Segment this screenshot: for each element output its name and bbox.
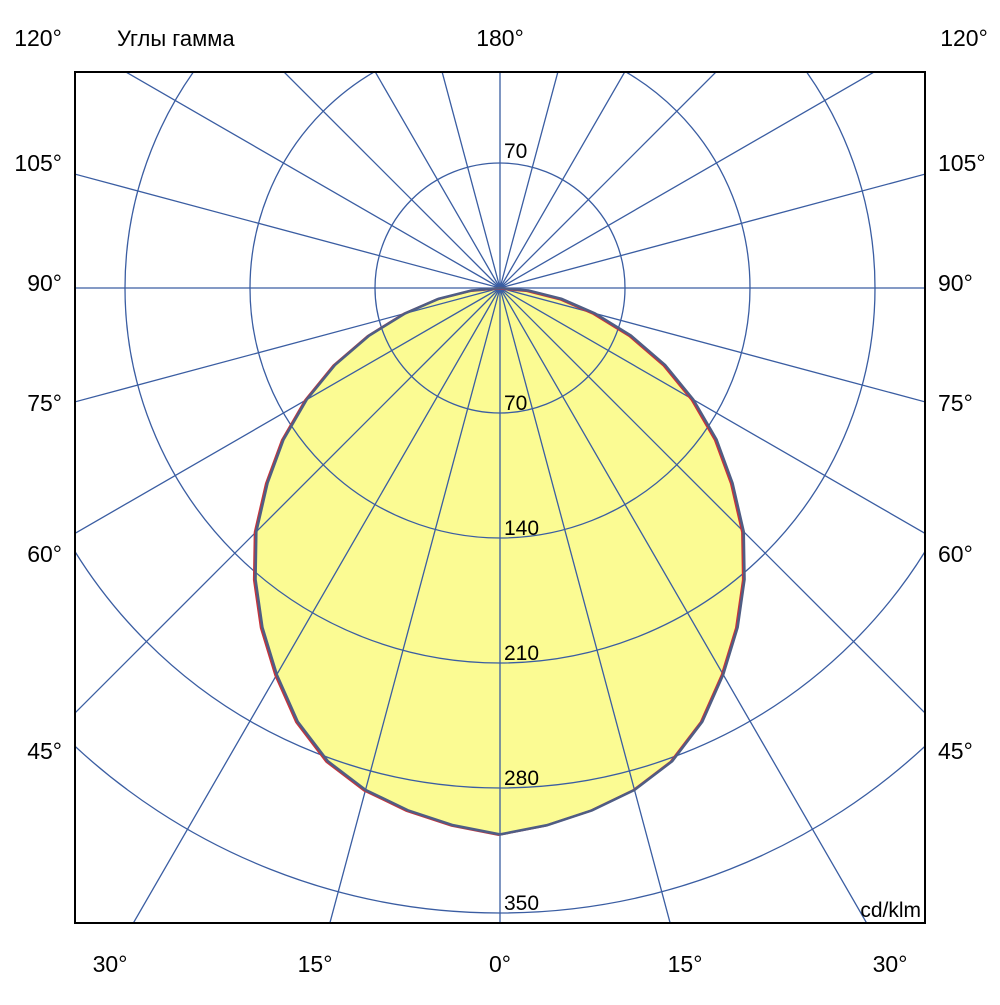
grid-ray-345 (329, 287, 501, 923)
grid-ray-255 (75, 173, 501, 289)
ring-label-350: 350 (504, 892, 539, 915)
angle-label-bottom-0: 0° (489, 951, 511, 977)
grid-ray-120 (499, 72, 876, 289)
ring-label-70-top: 70 (504, 140, 527, 163)
grid-ray-330 (132, 287, 501, 923)
intensity-curve-layer (252, 286, 746, 837)
ring-label-210: 210 (504, 642, 539, 665)
angle-label-left-105: 105° (14, 150, 62, 176)
angle-label-left-75: 75° (27, 390, 62, 416)
angle-label-right-45: 45° (938, 738, 973, 764)
grid-ray-15 (499, 287, 671, 923)
angle-label-left-60: 60° (27, 541, 62, 567)
angle-label-right-105: 105° (938, 150, 986, 176)
angle-label-right-90: 90° (938, 270, 973, 296)
angle-label-bottom-30l: 30° (93, 951, 128, 977)
angle-label-left-90: 90° (27, 270, 62, 296)
ring-label-140: 140 (504, 517, 539, 540)
grid-ray-45 (499, 287, 925, 714)
plot-border (74, 71, 926, 924)
grid-ray-210 (374, 72, 501, 289)
grid-ray-75 (499, 287, 925, 403)
grid-ray-300 (75, 287, 501, 535)
angle-label-right-75: 75° (938, 390, 973, 416)
unit-label: cd/klm (860, 899, 921, 922)
grid-ray-60 (499, 287, 925, 535)
grid-ray-30 (499, 287, 868, 923)
grid-ray-165 (499, 72, 559, 289)
angle-label-top-right: 120° (940, 25, 988, 51)
ring-label-280: 280 (504, 767, 539, 790)
grid-ray-240 (124, 72, 501, 289)
grid-ray-150 (499, 72, 626, 289)
grid-ray-285 (75, 287, 501, 403)
grid-ray-135 (499, 72, 717, 289)
chart-title: Углы гамма (117, 26, 235, 51)
ring-label-70: 70 (504, 392, 527, 415)
angle-label-bottom-30r: 30° (873, 951, 908, 977)
grid-ray-225 (283, 72, 501, 289)
angle-label-left-45: 45° (27, 738, 62, 764)
angle-label-top-left: 120° (14, 25, 62, 51)
angle-label-right-60: 60° (938, 541, 973, 567)
grid-ray-105 (499, 173, 925, 289)
intensity-curve-blue (254, 286, 746, 836)
grid-ray-315 (75, 287, 501, 714)
angle-label-bottom-15r: 15° (668, 951, 703, 977)
angle-label-top-center: 180° (476, 25, 524, 51)
angle-label-bottom-15l: 15° (298, 951, 333, 977)
